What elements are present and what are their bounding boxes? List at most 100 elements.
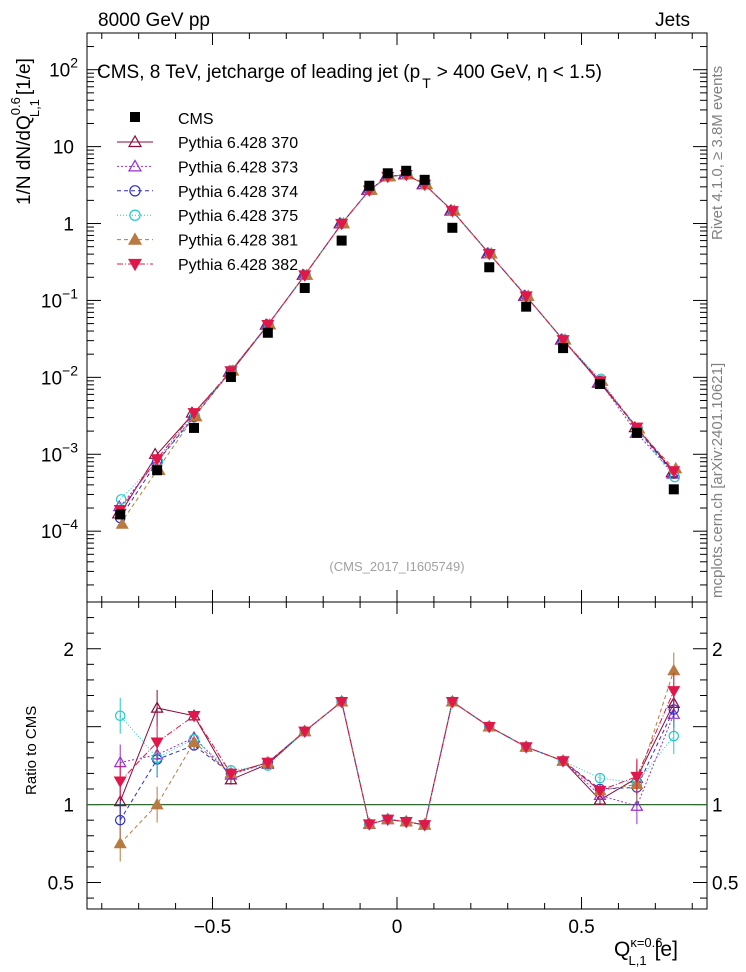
data-point — [484, 262, 495, 273]
ratio-point — [150, 701, 164, 713]
mc-line — [119, 174, 675, 515]
ratio-point — [381, 814, 395, 827]
header-energy: 8000 GeV pp — [98, 10, 210, 31]
ratio-point — [298, 726, 312, 739]
x-tick-label: 0.5 — [568, 917, 594, 938]
data-point — [631, 427, 642, 438]
data-point — [152, 465, 163, 476]
data-point — [364, 180, 375, 191]
ratio-point — [113, 836, 127, 849]
ratio-line — [119, 700, 675, 826]
legend-marker — [127, 232, 143, 245]
ratio-point — [668, 730, 680, 742]
ratio-point — [445, 697, 459, 709]
legend-label: Pythia 6.428 374 — [178, 184, 298, 201]
ratio-point — [593, 785, 607, 798]
ratio-tick-label: 1 — [63, 796, 74, 817]
ratio-point — [594, 772, 606, 784]
ratio-point — [556, 756, 570, 768]
mc-point — [224, 366, 238, 378]
ratio-line — [119, 700, 675, 826]
y-tick-label: 10−3 — [41, 439, 78, 466]
chart-title: CMS, 8 TeV, jetcharge of leading jet (p T… — [97, 62, 602, 91]
mc-line — [119, 174, 675, 519]
x-tick-label: 0 — [392, 917, 403, 938]
mc-point — [335, 218, 349, 231]
legend-label: Pythia 6.428 381 — [178, 233, 298, 250]
mc-point — [115, 517, 129, 529]
legend-marker — [127, 134, 143, 148]
y-tick-label: 10−1 — [41, 285, 78, 312]
x-axis-label: Qκ=0.6 L,1 [e] — [614, 935, 678, 968]
y-axis-label: 1/N dN/dQ0.6 L,1[1/e] — [8, 58, 42, 205]
legend-label: Pythia 6.428 382 — [178, 257, 298, 274]
ratio-point — [418, 820, 432, 832]
y-tick-label: 1 — [63, 215, 74, 236]
legend-marker — [129, 209, 141, 221]
ratio-point — [114, 710, 126, 722]
data-point — [558, 343, 569, 354]
ratio-line — [120, 700, 675, 826]
ratio-point — [399, 817, 413, 829]
ratio-point — [150, 737, 164, 749]
ratio-tick-label-right: 0.5 — [712, 874, 738, 895]
data-point — [594, 378, 605, 389]
data-point — [382, 168, 393, 179]
legend: CMS Pythia 6.428 370 Pythia 6.428 373 Pythi… — [117, 111, 298, 274]
legend-marker — [127, 258, 143, 272]
data-point — [189, 422, 200, 433]
mc-point — [667, 466, 681, 478]
mc-point — [519, 291, 533, 303]
ratio-point — [362, 819, 376, 831]
ratio-tick-label-right: 2 — [712, 640, 723, 661]
data-point — [419, 174, 430, 185]
analysis-watermark: (CMS_2017_I1605749) — [329, 559, 464, 574]
data-point — [225, 372, 236, 383]
y-tick-label: 10−2 — [41, 362, 78, 389]
ratio-point — [630, 771, 644, 784]
ratio-point — [114, 814, 126, 826]
data-point — [668, 484, 679, 495]
legend-marker-data — [130, 112, 140, 122]
data-point — [115, 509, 126, 520]
ratio-plot-frame — [86, 601, 708, 910]
data-point — [447, 222, 458, 233]
ratio-point — [224, 768, 238, 781]
ratio-point — [667, 686, 681, 698]
mc-point — [445, 206, 459, 218]
header-process: Jets — [655, 10, 690, 31]
ratio-line — [119, 670, 675, 844]
legend-label: Pythia 6.428 370 — [178, 135, 298, 152]
ratio-point — [261, 757, 275, 770]
x-tick-label: −0.5 — [194, 917, 232, 938]
mc-point — [115, 494, 127, 505]
mc-point — [261, 320, 275, 332]
legend-label-data: CMS — [178, 111, 214, 128]
ratio-tick-label: 2 — [63, 640, 74, 661]
ratio-tick-label: 0.5 — [48, 874, 74, 895]
data-point — [521, 301, 532, 312]
mc-point — [150, 454, 164, 466]
y-tick-label: 102 — [49, 55, 78, 82]
ratio-point — [335, 697, 349, 709]
ratio-point — [150, 797, 164, 810]
mc-point — [187, 408, 201, 420]
ratio-tick-label-right: 1 — [712, 796, 723, 817]
mc-line — [119, 174, 675, 525]
ratio-point — [482, 721, 496, 734]
ratio-line — [119, 690, 675, 826]
ratio-point — [630, 799, 644, 811]
ratio-point — [519, 742, 533, 754]
mc-line — [119, 174, 675, 511]
data-point — [262, 327, 273, 338]
mc-point — [556, 335, 570, 347]
legend-marker — [129, 185, 141, 197]
legend-marker — [127, 159, 143, 172]
y-tick-label: 10−4 — [41, 516, 78, 543]
ratio-line — [119, 700, 675, 826]
data-point — [336, 235, 347, 246]
mcplots-label: mcplots.cern.ch [arXiv:2401.10621] — [709, 363, 726, 598]
legend-label: Pythia 6.428 373 — [178, 159, 298, 176]
ratio-axis-label: Ratio to CMS — [23, 706, 40, 795]
